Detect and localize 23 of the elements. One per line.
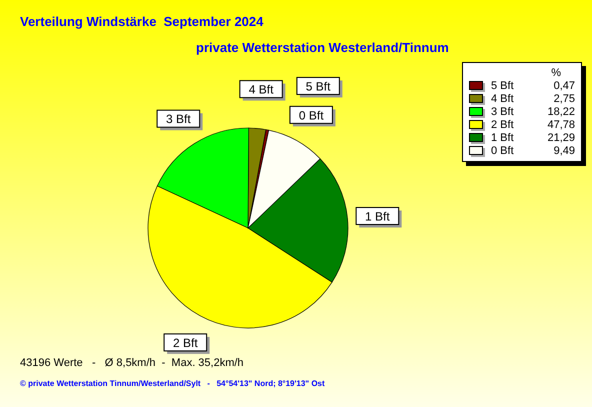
chart-subtitle: private Wetterstation Westerland/Tinnum [196, 40, 449, 55]
data-label: 18,22 [546, 106, 575, 118]
legend-label: 5 Bft [491, 80, 515, 92]
text: © private Wetterstation Tinnum/Westerland/Sylt - 54°54'13" Nord; 8°19'13" Ost [20, 379, 325, 388]
legend-label: 0 Bft [491, 144, 515, 156]
legend-label: 3 Bft [491, 106, 515, 118]
slice-label: 3 Bft [166, 112, 192, 126]
slice-label: 0 Bft [298, 108, 324, 122]
chart-title: Verteilung Windstärke September 2024 [20, 14, 264, 29]
data-label: 2,75 [552, 92, 575, 104]
data-label: 21,29 [546, 132, 575, 144]
slice-label: 4 Bft [248, 82, 274, 97]
category-label: 5 Bft [306, 79, 330, 94]
slice-label: 2 Bft [173, 336, 198, 350]
legend-label: 1 Bft [491, 132, 515, 144]
legend-title: % [550, 67, 562, 79]
legend-label: 2 Bft [491, 118, 515, 130]
data-label: 0,47 [552, 80, 575, 92]
text: 43196 Werte - Ø 8,5km/h - Max. 35,2km/h [20, 357, 244, 369]
data-label: 9,49 [552, 144, 575, 156]
slice-label: 1 Bft [365, 210, 390, 224]
legend-label: 4 Bft [491, 92, 515, 104]
data-label: 47,78 [546, 118, 575, 130]
